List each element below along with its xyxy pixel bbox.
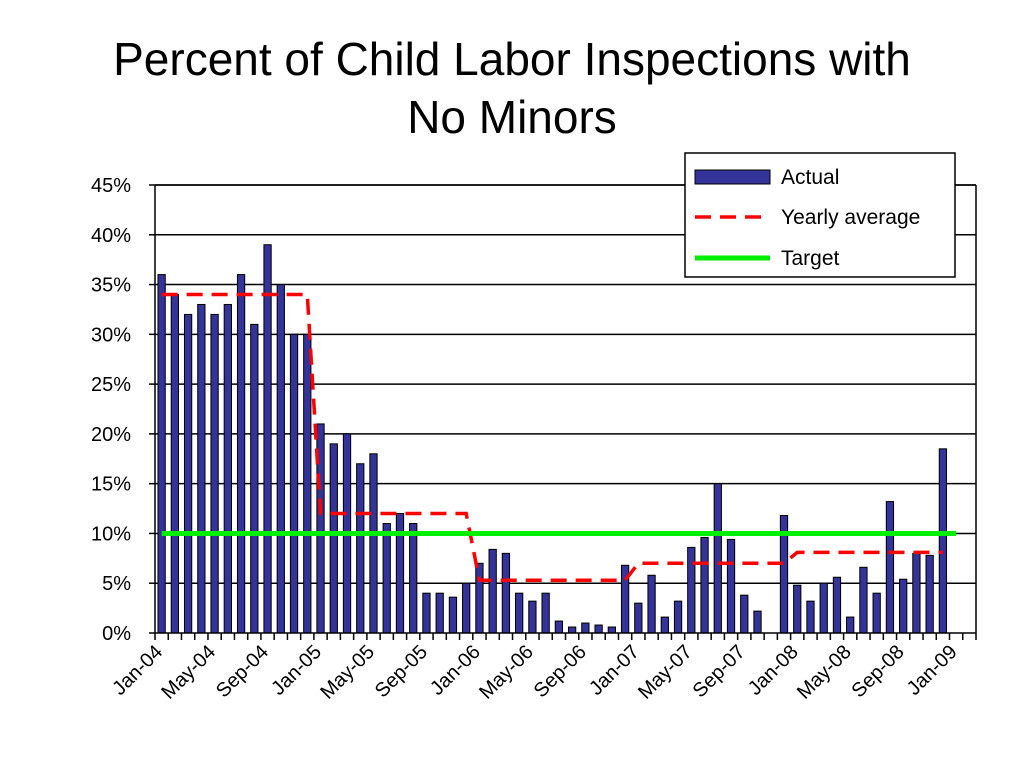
- y-tick-label: 0%: [102, 623, 131, 645]
- series-lines: [161, 292, 957, 582]
- bar-actual: [687, 546, 696, 634]
- bar-actual: [581, 622, 590, 634]
- bar-actual: [448, 596, 458, 634]
- bar-actual: [753, 610, 762, 634]
- bar-actual: [528, 600, 537, 634]
- x-tick-label: Jan-08: [744, 641, 803, 700]
- bar-actual: [422, 592, 431, 634]
- bar-actual: [872, 592, 881, 634]
- y-tick-label: 20%: [91, 424, 131, 446]
- bar-actual: [210, 313, 219, 634]
- x-tick-label: Sep-06: [530, 641, 591, 702]
- bar-actual: [567, 626, 577, 634]
- y-tick-label: 10%: [91, 523, 131, 545]
- x-tick-label: May-06: [475, 641, 538, 704]
- bar-actual: [488, 548, 497, 634]
- bar-actual: [594, 624, 603, 634]
- y-tick-label: 45%: [91, 175, 131, 197]
- bar-actual: [554, 620, 564, 634]
- x-tick-label: Sep-05: [371, 641, 432, 702]
- x-tick-label: Jan-07: [585, 641, 644, 700]
- x-tick-label: May-07: [634, 641, 697, 704]
- x-tick-label: May-08: [793, 641, 856, 704]
- legend-swatch-actual: [694, 169, 771, 185]
- bar-actual: [660, 616, 669, 634]
- bar-actual: [250, 323, 259, 634]
- bar-actual: [541, 592, 550, 634]
- yearly-average-line: [161, 292, 943, 582]
- bar-actual: [263, 244, 272, 634]
- bar-actual: [819, 582, 828, 634]
- bar-actual: [846, 616, 855, 634]
- bar-actual: [713, 483, 722, 634]
- y-tick-label: 35%: [91, 275, 131, 297]
- bar-actual: [885, 501, 895, 634]
- x-tick-label: Jan-09: [903, 641, 962, 700]
- y-tick-label: 15%: [91, 474, 131, 496]
- bar-actual: [197, 303, 206, 634]
- legend: Actual Yearly average Target: [684, 152, 956, 278]
- bar-actual: [236, 274, 246, 634]
- bar-actual: [409, 522, 418, 634]
- bar-actual: [793, 584, 802, 634]
- bar-actual: [859, 566, 868, 634]
- bar-actual: [289, 333, 299, 634]
- x-tick-label: Sep-07: [689, 641, 750, 702]
- bar-actual: [634, 602, 643, 634]
- bar-actual: [462, 582, 471, 634]
- bar-actual: [303, 333, 312, 634]
- bar-actual: [647, 574, 656, 634]
- bar-actual: [382, 522, 391, 634]
- bar-actual: [475, 562, 484, 634]
- bar-actual: [832, 576, 842, 634]
- bar-actual: [607, 626, 616, 634]
- bar-actual: [223, 303, 232, 634]
- legend-label: Target: [781, 247, 840, 270]
- bar-actual: [157, 274, 166, 634]
- bar-actual: [912, 552, 921, 634]
- bar-actual: [740, 594, 749, 634]
- x-tick-label: Sep-08: [848, 641, 909, 702]
- y-tick-label: 25%: [91, 374, 131, 396]
- bar-actual: [673, 600, 683, 634]
- bar-actual: [515, 592, 524, 634]
- bar-actual: [726, 538, 736, 634]
- y-tick-label: 40%: [91, 225, 131, 247]
- x-tick-label: Jan-06: [426, 641, 485, 700]
- bar-actual: [356, 463, 365, 634]
- chart-title-line-2: No Minors: [407, 91, 617, 143]
- bar-actual: [700, 536, 709, 634]
- bar-actual: [183, 313, 193, 634]
- bar-actual: [938, 448, 948, 634]
- bar-actual: [329, 443, 338, 634]
- bar-actual: [170, 294, 180, 634]
- legend-label: Yearly average: [781, 206, 920, 229]
- x-tick-label: May-05: [316, 641, 379, 704]
- x-tick-label: Jan-04: [108, 641, 167, 700]
- bar-actual: [806, 600, 815, 634]
- chart-title: Percent of Child Labor Inspections with …: [0, 30, 1024, 146]
- bar-actual: [435, 592, 444, 634]
- bar-actual: [925, 554, 934, 634]
- chart-title-line-1: Percent of Child Labor Inspections with: [113, 33, 911, 85]
- bar-actual: [899, 578, 908, 634]
- x-tick-label: Jan-05: [267, 641, 326, 700]
- x-tick-label: May-04: [157, 641, 220, 704]
- legend-label: Actual: [781, 166, 839, 189]
- x-tick-label: Sep-04: [212, 641, 273, 702]
- actual-bars: [157, 244, 948, 634]
- bar-actual: [276, 284, 285, 634]
- y-tick-label: 30%: [91, 324, 131, 346]
- y-tick-label: 5%: [102, 573, 131, 595]
- bar-actual: [369, 453, 378, 634]
- bar-actual: [501, 552, 511, 634]
